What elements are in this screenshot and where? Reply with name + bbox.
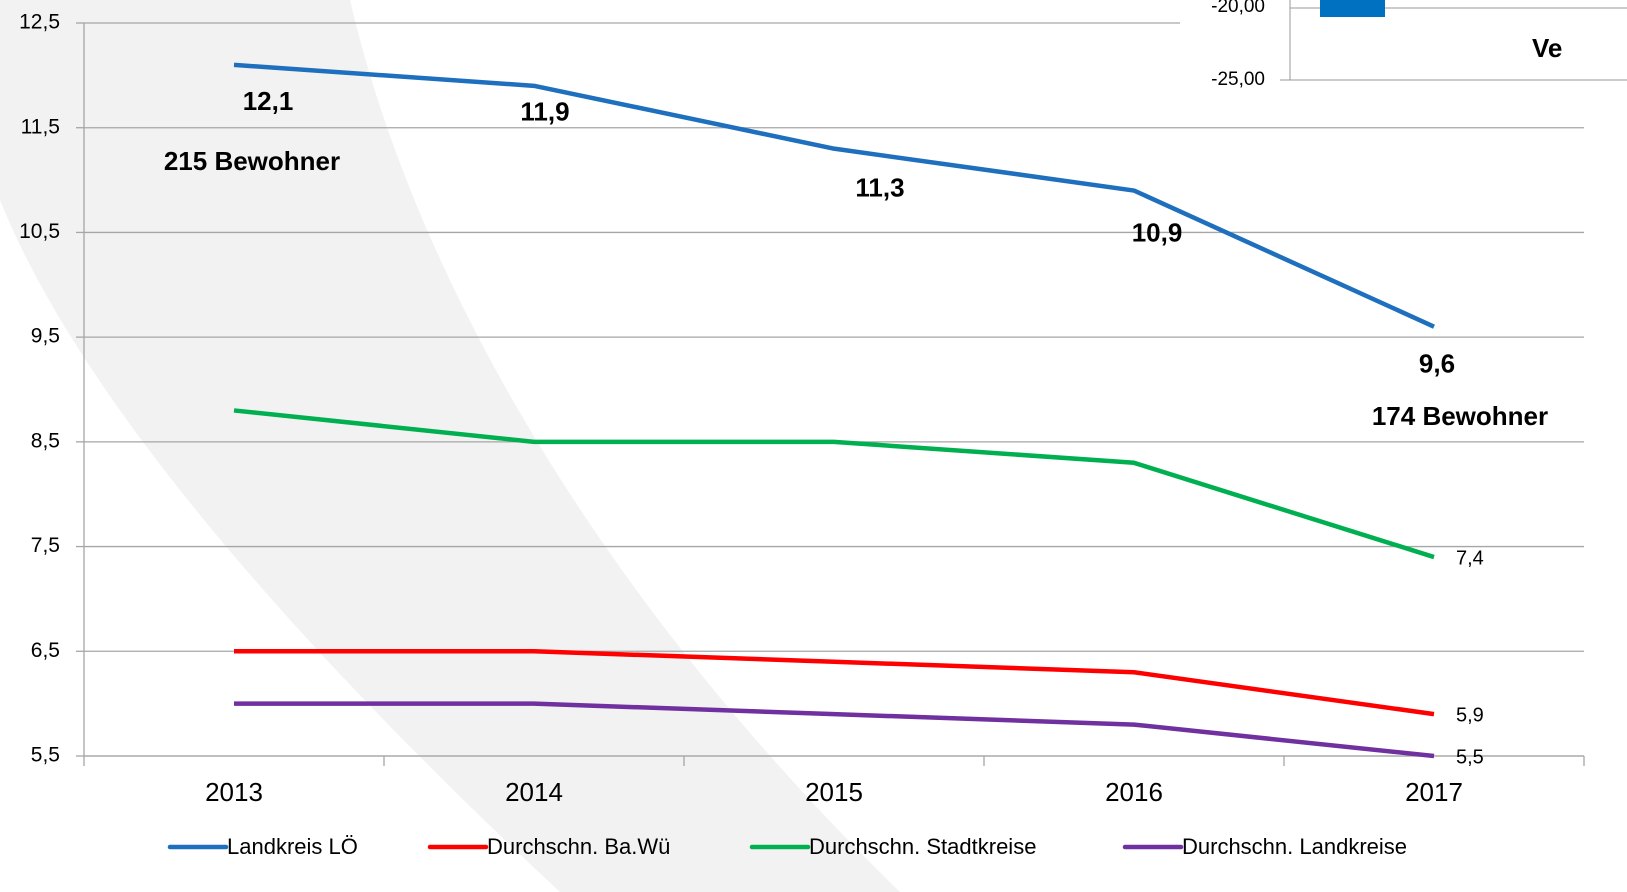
legend-label: Durchschn. Stadtkreise (809, 834, 1036, 859)
data-label: 11,9 (520, 97, 569, 127)
data-label: 12,1 (243, 86, 294, 116)
x-tick-label: 2014 (505, 777, 563, 807)
data-label: 9,6 (1419, 349, 1455, 379)
inset-background (1180, 0, 1627, 88)
x-tick-label: 2017 (1405, 777, 1463, 807)
inset-tick-label: -25,00 (1211, 69, 1265, 90)
data-label: 5,5 (1456, 746, 1484, 768)
legend-label: Durchschn. Ba.Wü (487, 834, 670, 859)
data-label: 7,4 (1456, 547, 1484, 569)
series-line (233, 408, 1435, 560)
annotation: 174 Bewohner (1372, 401, 1548, 431)
legend-label: Landkreis LÖ (227, 834, 358, 859)
annotation: 215 Bewohner (164, 146, 340, 176)
y-tick-label: 12,5 (19, 11, 60, 34)
series-line (233, 62, 1435, 329)
data-label: 10,9 (1132, 217, 1183, 247)
inset-fragment: -20,00 -25,00 Ve (1180, 0, 1627, 90)
inset-bar (1320, 0, 1385, 17)
background-swoosh (0, 0, 900, 892)
inset-title: Ve (1532, 33, 1562, 63)
data-label: 11,3 (855, 173, 904, 203)
x-tick-label: 2016 (1105, 777, 1163, 807)
legend-label: Durchschn. Landkreise (1182, 834, 1407, 859)
y-tick-label: 7,5 (31, 534, 60, 557)
series-line (234, 649, 1435, 717)
series-line (234, 701, 1435, 759)
inset-tick-label: -20,00 (1211, 0, 1265, 17)
y-tick-label: 9,5 (31, 325, 60, 348)
data-label: 5,9 (1456, 704, 1484, 726)
x-tick-label: 2013 (205, 777, 263, 807)
y-tick-label: 8,5 (31, 429, 60, 452)
y-tick-label: 6,5 (31, 639, 60, 662)
y-tick-label: 11,5 (21, 115, 60, 138)
y-tick-label: 10,5 (19, 220, 60, 243)
x-tick-label: 2015 (805, 777, 863, 807)
y-tick-label: 5,5 (31, 744, 60, 767)
